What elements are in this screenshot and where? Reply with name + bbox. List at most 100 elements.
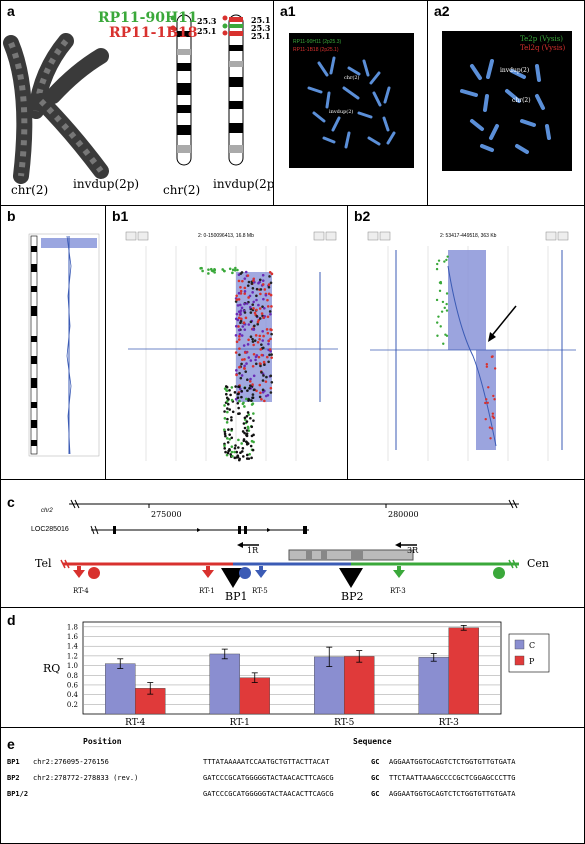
probe-point [227,449,230,453]
probe-point [251,303,255,306]
row-id: BP1 [7,758,20,766]
probe-point [265,375,268,379]
probe-point [446,255,449,258]
probe-point [266,331,270,335]
probe-point [243,286,247,290]
col-header-position: Position [83,737,122,746]
probe-point [252,352,256,356]
x-tick-label: RT-3 [439,718,460,728]
probe-point [245,397,248,401]
probe-point [228,437,232,441]
probe-point [485,365,489,368]
probe-point [261,279,265,282]
tick-label: 275000 [151,510,182,519]
probe-point [440,310,444,313]
probe-point [242,321,246,325]
probe-point [225,421,229,424]
probe-point [226,441,230,444]
probe-point [249,311,253,314]
y-tick-label: 0.6 [67,681,79,689]
probe-point [241,279,244,283]
probe-point [224,450,227,454]
probe-point [262,306,266,310]
probe-point [228,408,231,411]
probe-point [254,334,258,337]
probe-point [251,364,255,368]
probe-point [252,343,255,347]
probe-point [260,343,263,346]
probe-point [223,430,227,433]
bar-c [105,663,136,715]
probe-point [486,401,489,404]
probe-point [249,444,253,448]
probe-point [266,298,269,302]
probe-point [258,362,262,365]
probe-point [223,404,226,407]
probe-point [269,374,273,378]
probe-point [223,410,226,413]
probe-point [239,285,242,289]
probe-point [231,271,234,275]
probe-point [255,298,258,302]
probe-point [249,359,253,362]
arrow-label-invdup: invdup(2) [500,67,530,74]
probe-point [245,362,248,365]
chr-name: chr2 [41,508,53,514]
probe-point [445,309,449,312]
probe-point [254,362,258,366]
probe-point [240,362,243,366]
probe-point [269,328,272,331]
panel-label: a2 [434,3,450,19]
probe-point [234,444,237,447]
probe-point [228,267,232,271]
x-tick-label: RT-1 [230,718,250,728]
probe-point [223,387,227,390]
probe-point [251,286,255,290]
probe-point [223,417,227,420]
probe-point [267,360,270,364]
probe-point [244,370,248,373]
probe-point [246,425,250,429]
y-tick-label: 1.4 [67,643,79,651]
probe-point [238,335,241,338]
sequence-row: BP1/2 GATCCCGCATGGGGGTACTAACACTTCAGCG GC… [7,790,582,802]
probe-point [244,316,248,320]
probe-point [251,383,254,386]
panel-a1: a1 RP11-90H11 (2p25.3) RP11-1B18 (2p25.1… [273,0,428,206]
probe-point [225,385,229,389]
probe-point [234,385,237,388]
band-label: 25.3 [197,16,217,26]
probe-point [243,290,247,293]
probe-point [233,269,237,272]
probe-point [249,320,253,324]
probe-point [253,339,257,342]
probe-point [234,397,238,401]
panel-d: d 0.2 0.4 0.6 0.8 1.0 1.2 1.4 1.6 1.8 RQ RT-4 RT-1 R… [0,607,585,728]
probe-point [488,426,492,429]
probe-point [250,403,254,406]
probe-point [258,307,262,310]
probe-point [245,420,249,423]
probe-point [267,283,271,286]
probe-point [246,411,250,414]
probe-point [255,389,258,393]
panel-label: c [7,494,15,510]
probe-point [240,450,244,453]
probe-point [435,298,439,302]
probe-point [234,266,237,270]
probe-point [221,268,224,271]
arrow-label-chr: chr(2) [512,97,531,104]
probe-point [269,293,273,297]
probe-point [259,292,262,296]
probe-point [245,457,249,460]
probe-point [268,353,271,357]
probe-point [243,302,246,306]
probe-point [229,393,232,397]
probe-point [239,451,242,455]
probe-point [223,432,227,436]
probe-point [237,325,240,328]
probe-point [250,399,253,402]
band-label: 25.3 [251,23,271,33]
gene-label: LOC285016 [31,526,69,533]
probe-point [210,269,214,272]
